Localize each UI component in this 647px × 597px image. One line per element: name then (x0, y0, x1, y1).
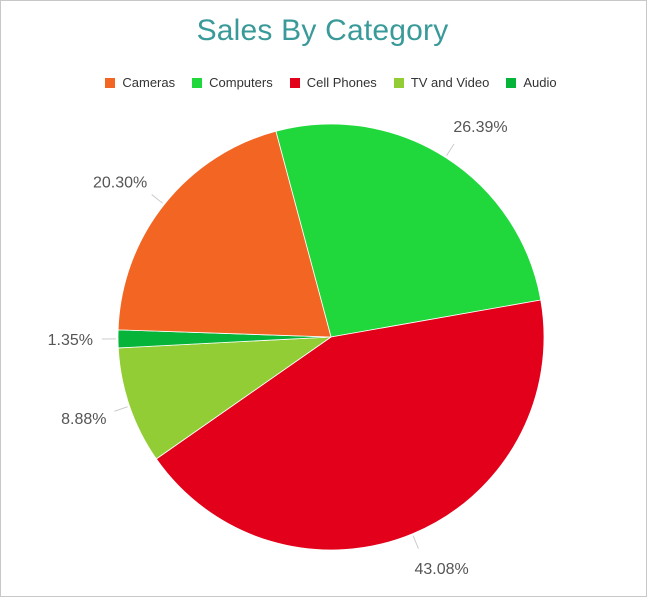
legend-item-cell-phones[interactable]: Cell Phones (289, 75, 377, 90)
legend-swatch-cameras (105, 77, 116, 88)
pie-slice-cameras[interactable] (117, 130, 332, 338)
legend-item-computers[interactable]: Computers (192, 75, 273, 90)
data-label-cameras: 20.30% (93, 175, 147, 192)
legend-item-cameras[interactable]: Cameras (105, 75, 175, 90)
legend-label-cameras: Cameras (122, 75, 176, 90)
leader-line-computers (446, 143, 455, 156)
pie-slices (117, 123, 545, 551)
leader-line-tv-and-video (114, 406, 128, 412)
legend-item-tv-and-video[interactable]: TV and Video (393, 75, 490, 90)
chart-legend: Cameras Computers Cell Phones TV and Vid… (0, 75, 647, 90)
leader-line-cameras (151, 194, 163, 204)
pie-slice-computers[interactable] (275, 123, 542, 338)
pie-slice-cell-phones[interactable] (155, 299, 545, 551)
pie-slice-tv-and-video[interactable] (117, 336, 333, 460)
legend-swatch-cell-phones (289, 77, 300, 88)
data-label-tv-and-video: 8.88% (61, 411, 106, 428)
legend-label-tv-and-video: TV and Video (410, 75, 490, 90)
legend-label-cell-phones: Cell Phones (306, 75, 377, 90)
leader-line-cell-phones (412, 535, 419, 549)
pie-data-labels: 26.39% 43.08% 8.88% 1.35% 20.30% (48, 119, 508, 578)
data-label-cell-phones: 43.08% (414, 561, 468, 578)
legend-swatch-tv-and-video (393, 77, 404, 88)
legend-item-audio[interactable]: Audio (506, 75, 557, 90)
legend-label-audio: Audio (523, 75, 557, 90)
chart-title: Sales By Category (196, 14, 449, 47)
data-label-audio: 1.35% (48, 332, 93, 349)
legend-swatch-computers (192, 77, 203, 88)
legend-label-computers: Computers (209, 75, 273, 90)
data-label-computers: 26.39% (453, 119, 507, 136)
legend-swatch-audio (506, 77, 517, 88)
